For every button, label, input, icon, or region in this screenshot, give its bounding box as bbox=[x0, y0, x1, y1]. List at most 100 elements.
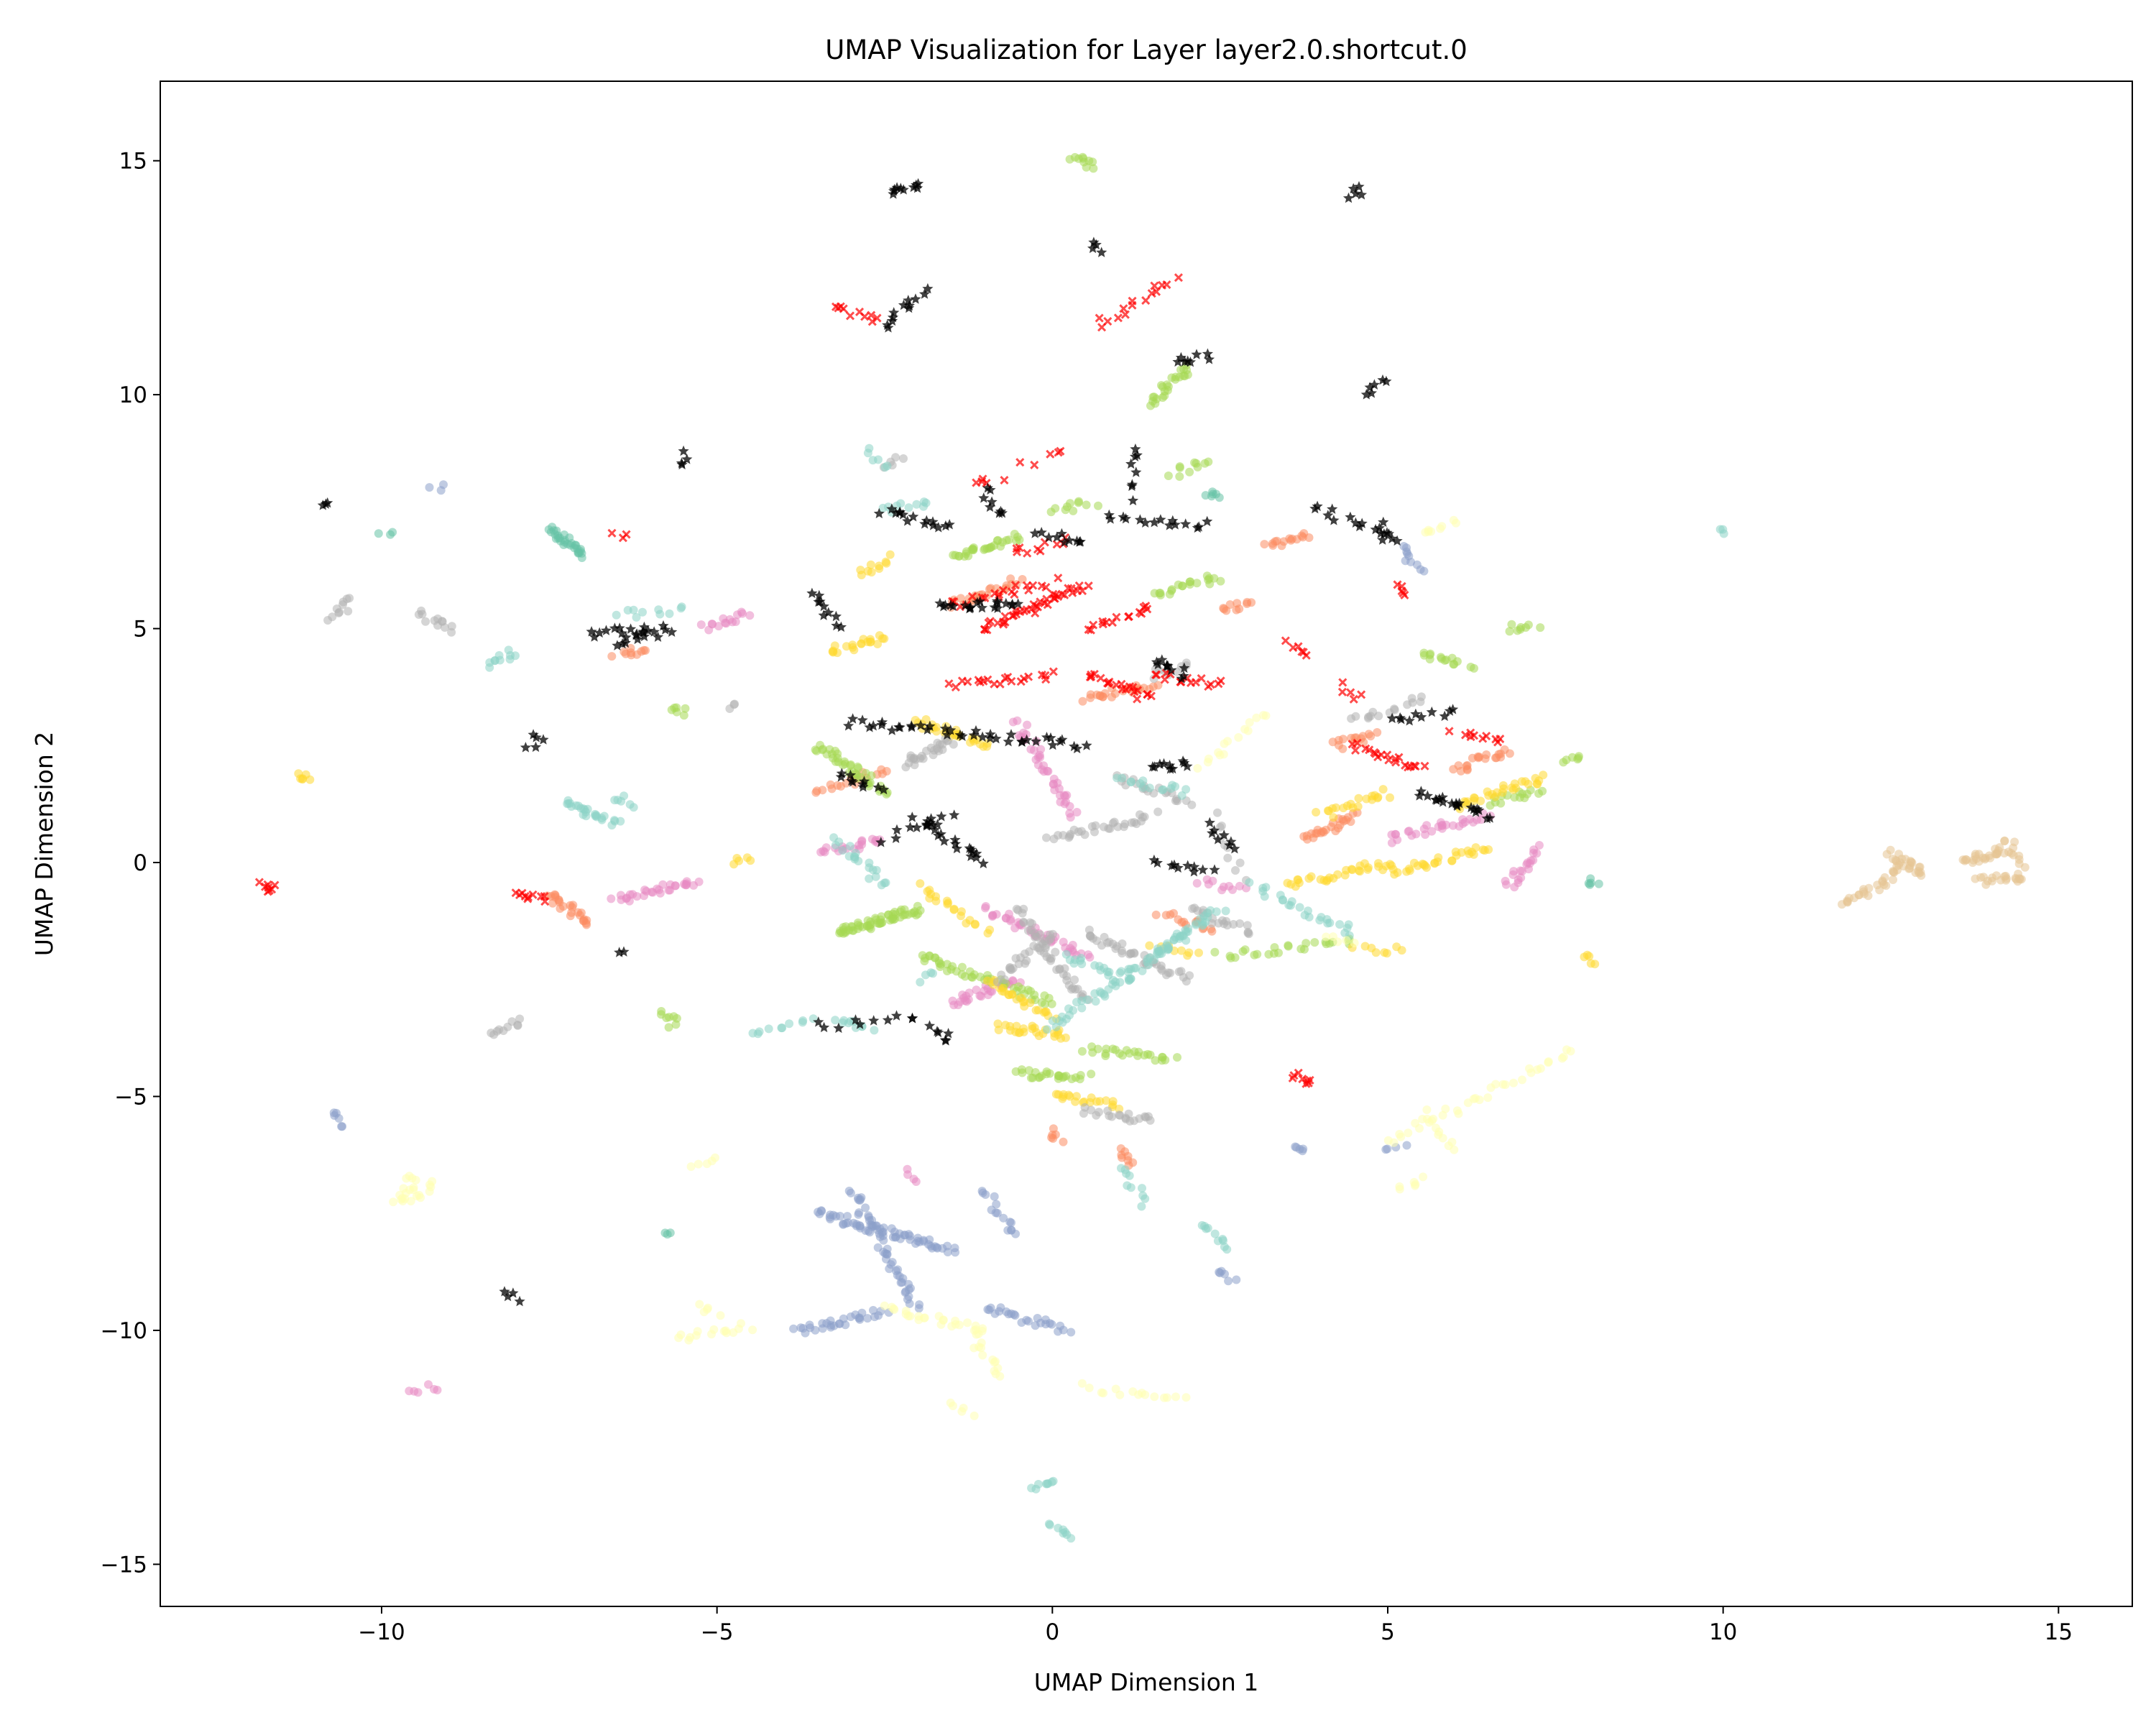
data-point bbox=[748, 1325, 757, 1335]
data-point bbox=[1302, 650, 1311, 660]
data-point bbox=[912, 500, 921, 509]
data-point bbox=[655, 888, 665, 898]
data-point bbox=[1145, 941, 1154, 950]
data-point bbox=[666, 626, 678, 637]
data-point bbox=[956, 594, 965, 603]
data-point bbox=[1462, 761, 1471, 770]
data-point bbox=[1175, 472, 1184, 481]
data-point bbox=[957, 962, 967, 972]
data-point bbox=[863, 1314, 872, 1323]
data-point bbox=[1327, 503, 1338, 514]
data-point bbox=[1126, 778, 1135, 787]
data-point bbox=[1124, 967, 1133, 977]
data-point bbox=[2017, 875, 2026, 884]
data-point bbox=[1386, 712, 1398, 724]
data-point bbox=[1218, 829, 1230, 840]
data-point bbox=[877, 765, 886, 774]
data-point bbox=[1033, 545, 1043, 554]
data-point bbox=[1585, 880, 1595, 889]
data-point bbox=[711, 1153, 719, 1162]
data-point bbox=[875, 631, 884, 640]
data-point bbox=[913, 901, 922, 911]
data-point bbox=[1342, 936, 1351, 945]
data-point bbox=[846, 775, 857, 786]
data-point bbox=[1011, 1229, 1021, 1238]
data-point bbox=[1073, 586, 1082, 595]
data-point bbox=[1193, 521, 1204, 532]
data-point bbox=[1124, 976, 1133, 985]
data-point bbox=[1000, 612, 1010, 621]
data-point bbox=[1438, 1133, 1447, 1143]
data-point bbox=[1000, 597, 1012, 609]
data-point bbox=[1505, 627, 1514, 636]
data-point bbox=[1015, 458, 1025, 467]
data-point bbox=[990, 732, 1002, 744]
data-point bbox=[818, 1021, 830, 1033]
data-point bbox=[1328, 804, 1337, 813]
data-point bbox=[1084, 1384, 1094, 1392]
data-point bbox=[622, 530, 631, 539]
data-point bbox=[1105, 677, 1114, 686]
data-point bbox=[1125, 1049, 1134, 1058]
data-point bbox=[728, 617, 737, 627]
data-point bbox=[1026, 998, 1035, 1008]
data-point bbox=[971, 920, 980, 929]
data-point bbox=[1286, 880, 1296, 889]
data-point bbox=[939, 835, 950, 846]
data-point bbox=[1077, 960, 1087, 969]
data-point bbox=[978, 1351, 987, 1360]
data-point bbox=[1335, 920, 1345, 929]
data-point bbox=[1373, 728, 1382, 737]
data-point bbox=[576, 545, 585, 554]
data-point bbox=[1082, 500, 1091, 510]
data-point bbox=[1151, 287, 1161, 296]
data-point bbox=[1028, 581, 1038, 590]
data-point bbox=[854, 857, 863, 865]
data-point bbox=[1091, 821, 1100, 830]
data-point bbox=[877, 918, 887, 927]
data-point bbox=[931, 1026, 943, 1036]
data-point bbox=[865, 874, 874, 883]
data-point bbox=[1391, 758, 1401, 767]
data-point bbox=[826, 780, 835, 789]
data-point bbox=[1315, 916, 1325, 925]
y-tick-label: −5 bbox=[114, 1084, 147, 1110]
data-point bbox=[641, 646, 650, 655]
data-point bbox=[577, 553, 586, 562]
data-point bbox=[873, 507, 885, 519]
data-point bbox=[1067, 1075, 1077, 1084]
data-point bbox=[894, 722, 906, 732]
data-point bbox=[1096, 247, 1107, 257]
data-point bbox=[898, 299, 910, 310]
data-point bbox=[1204, 880, 1213, 889]
data-point bbox=[936, 811, 947, 822]
data-point bbox=[813, 1016, 824, 1027]
data-point bbox=[1171, 796, 1180, 805]
data-point bbox=[1252, 713, 1261, 722]
data-point bbox=[1126, 480, 1138, 492]
data-point bbox=[992, 597, 1003, 608]
data-point bbox=[1353, 802, 1363, 811]
data-point bbox=[1023, 548, 1032, 558]
data-point bbox=[1206, 827, 1218, 838]
data-point bbox=[1394, 753, 1404, 762]
data-point bbox=[693, 1327, 702, 1336]
data-point bbox=[995, 1307, 1004, 1316]
data-point bbox=[1036, 527, 1047, 538]
data-point bbox=[857, 571, 866, 579]
data-point bbox=[935, 740, 944, 749]
data-point bbox=[1197, 864, 1209, 875]
data-point bbox=[888, 307, 900, 318]
data-point bbox=[834, 837, 844, 847]
data-point bbox=[929, 969, 937, 978]
data-point bbox=[2000, 836, 2009, 845]
data-point bbox=[1407, 831, 1416, 840]
data-point bbox=[962, 919, 971, 928]
data-point bbox=[1889, 875, 1897, 884]
data-point bbox=[944, 679, 954, 689]
data-point bbox=[1539, 770, 1548, 780]
data-point bbox=[742, 853, 752, 862]
data-point bbox=[1442, 820, 1451, 829]
data-point bbox=[440, 623, 449, 632]
